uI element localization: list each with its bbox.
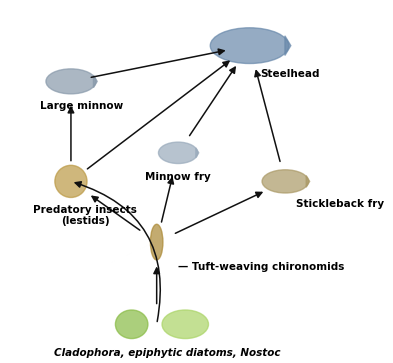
Ellipse shape [210,28,289,64]
Polygon shape [285,36,291,56]
Ellipse shape [158,142,198,163]
Text: Large minnow: Large minnow [40,101,123,111]
Text: Minnow fry: Minnow fry [145,172,211,183]
Ellipse shape [151,224,163,260]
Ellipse shape [262,170,309,193]
Ellipse shape [55,165,87,197]
Ellipse shape [162,310,208,339]
Ellipse shape [116,310,148,339]
Ellipse shape [46,69,96,94]
Text: Stickleback fry: Stickleback fry [296,199,384,209]
Text: Steelhead: Steelhead [260,69,320,79]
Text: Cladophora, epiphytic diatoms, Nostoc: Cladophora, epiphytic diatoms, Nostoc [54,347,281,358]
Polygon shape [94,75,97,87]
Text: — Tuft-weaving chironomids: — Tuft-weaving chironomids [178,262,345,272]
Polygon shape [196,148,199,158]
Polygon shape [306,176,310,187]
Text: Predatory insects
(lestids): Predatory insects (lestids) [33,205,137,226]
